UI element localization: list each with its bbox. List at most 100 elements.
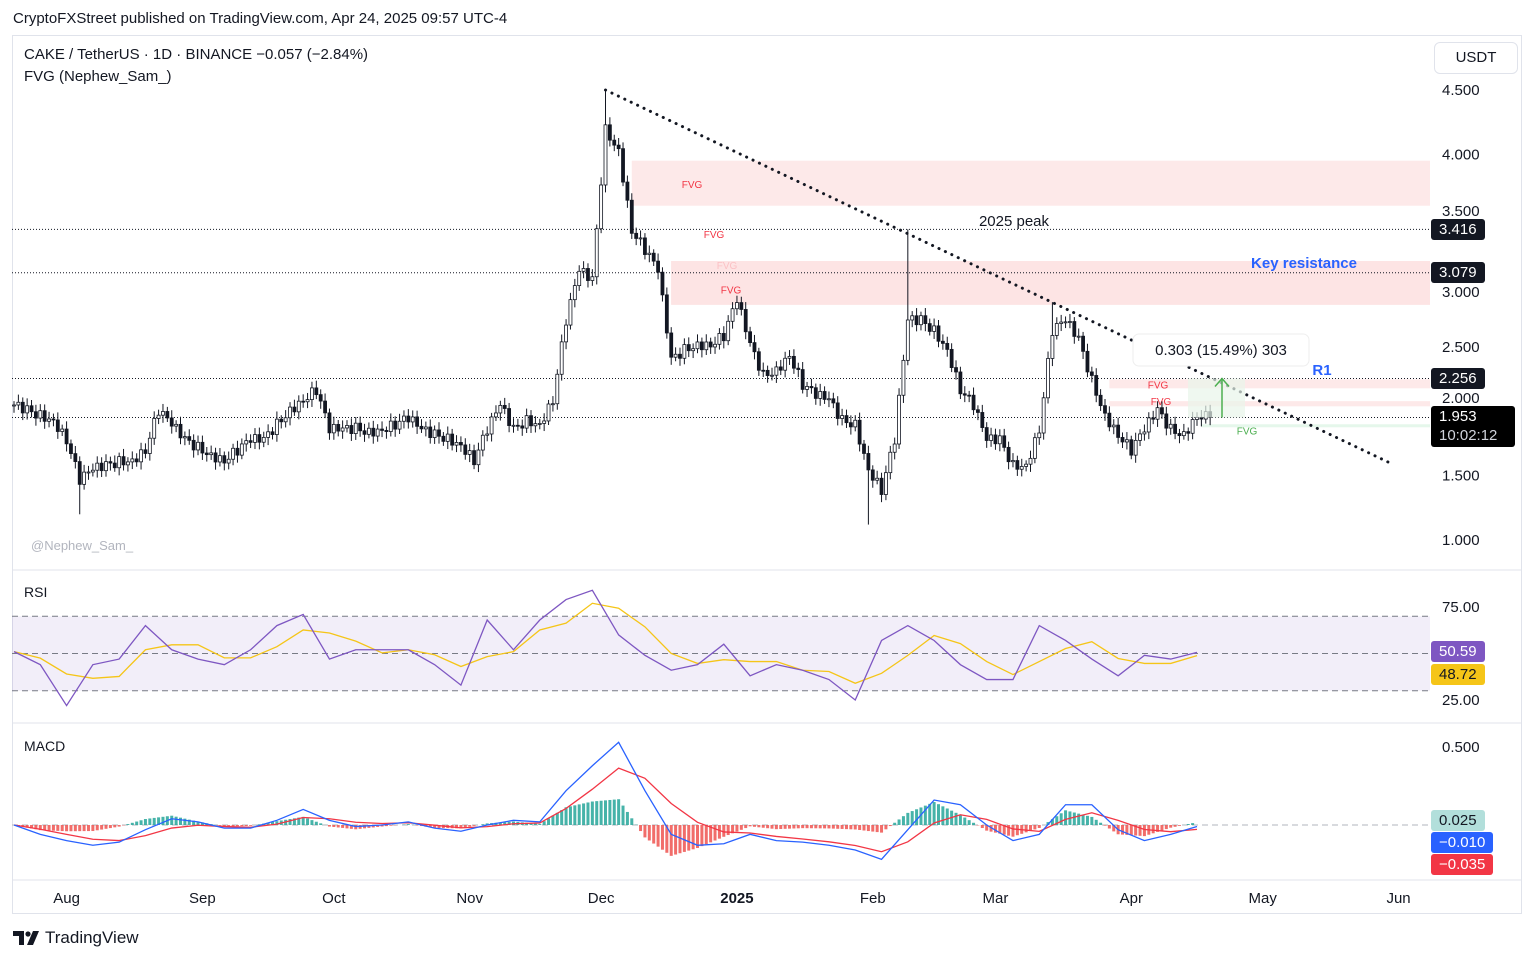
macd-hist-bar xyxy=(1160,825,1164,831)
candle xyxy=(774,366,779,376)
fvg-zone xyxy=(1109,379,1430,389)
macd-hist-bar xyxy=(612,799,616,825)
macd-hist-badge: 0.025 xyxy=(1431,810,1485,831)
macd-hist-bar xyxy=(630,818,634,825)
macd-hist-bar xyxy=(292,818,296,825)
candle xyxy=(905,319,910,361)
candle xyxy=(743,309,748,333)
macd-hist-bar xyxy=(954,812,958,825)
candle xyxy=(884,472,888,495)
macd-hist-bar xyxy=(761,825,765,828)
candle xyxy=(283,417,288,423)
fvg-label: FVG xyxy=(1237,427,1258,438)
candle xyxy=(1103,405,1107,414)
fvg-zone xyxy=(631,160,1430,206)
candle xyxy=(857,419,862,445)
candle xyxy=(524,415,529,429)
candle xyxy=(498,404,503,414)
macd-hist-bar xyxy=(1103,825,1107,826)
macd-hist-bar xyxy=(604,800,607,825)
candle xyxy=(38,410,43,419)
candle xyxy=(1195,416,1199,420)
macd-hist-bar xyxy=(288,819,292,825)
macd-hist-bar xyxy=(91,825,95,832)
price-tick: 4.000 xyxy=(1442,146,1480,163)
macd-hist-bar xyxy=(380,825,384,827)
indicator-legend[interactable]: FVG (Nephew_Sam_) xyxy=(24,68,172,85)
candle xyxy=(156,414,161,419)
candle xyxy=(1002,435,1007,448)
axes: 4.500 4.000 3.500 3.000 2.500 2.000 1.500 1.000… xyxy=(53,82,1479,907)
candle xyxy=(86,471,91,474)
macd-hist-bar xyxy=(126,824,130,825)
macd-hist-bar xyxy=(993,825,997,833)
macd-hist-bar xyxy=(936,804,940,825)
macd-hist-bar xyxy=(468,825,472,827)
candle xyxy=(726,320,731,342)
candle xyxy=(467,450,472,455)
macd-hist-bar xyxy=(143,819,147,825)
candle xyxy=(840,415,844,419)
macd-hist-bar xyxy=(108,825,112,829)
macd-hist-bar xyxy=(568,806,572,825)
candle xyxy=(682,344,687,359)
candle xyxy=(936,325,941,342)
candle xyxy=(1120,437,1125,443)
macd-hist-bar xyxy=(455,825,459,829)
macd-hist-bar xyxy=(371,825,375,828)
candle xyxy=(511,424,516,427)
time-tick: Sep xyxy=(189,890,216,907)
macd-hist-bar xyxy=(266,822,270,825)
macd-hist-bar xyxy=(625,811,629,825)
candle xyxy=(634,232,639,239)
candle xyxy=(274,418,279,435)
macd-hist-bar xyxy=(170,815,174,825)
macd-hist-bar xyxy=(86,825,90,832)
macd-hist-bar xyxy=(696,825,700,848)
macd-hist-bar xyxy=(893,822,897,825)
macd-hist-bar xyxy=(1164,825,1168,830)
candle xyxy=(147,437,152,454)
candle xyxy=(305,399,310,403)
time-tick: Apr xyxy=(1120,890,1143,907)
macd-hist-bar xyxy=(178,817,182,825)
tradingview-logo[interactable]: TradingView xyxy=(13,928,139,948)
candle xyxy=(713,343,717,348)
candle xyxy=(318,394,323,402)
symbol-legend[interactable]: CAKE / TetherUS · 1D · BINANCE −0.057 (−… xyxy=(24,46,369,63)
macd-hist-bar xyxy=(222,825,226,827)
candle xyxy=(415,416,419,427)
candle xyxy=(73,453,78,462)
macd-hist-bar xyxy=(1177,825,1181,826)
macd-hist-bar xyxy=(866,825,870,832)
candle xyxy=(932,325,937,332)
candle xyxy=(358,422,363,432)
macd-hist-bar xyxy=(1129,825,1133,836)
rsi-ma-line xyxy=(13,602,1198,684)
macd-hist-bar xyxy=(919,807,923,825)
candle xyxy=(1098,394,1103,407)
macd-hist-bar xyxy=(980,825,984,829)
macd-hist-bar xyxy=(1015,825,1019,836)
macd-hist-bar xyxy=(1037,825,1041,828)
candle xyxy=(507,408,512,426)
macd-hist-bar xyxy=(100,825,104,830)
candle xyxy=(515,424,520,427)
candle xyxy=(853,419,858,428)
macd-hist-bar xyxy=(564,807,568,825)
candle xyxy=(520,425,525,429)
macd-hist-bar xyxy=(827,825,831,829)
macd-hist-bar xyxy=(503,822,507,825)
candle xyxy=(1068,321,1072,323)
annotation-text: 2025 peak xyxy=(979,213,1050,230)
macd-hist-bar xyxy=(192,820,196,825)
macd-hist-bar xyxy=(244,825,248,826)
candle xyxy=(152,418,157,439)
currency-button[interactable]: USDT xyxy=(1434,42,1518,74)
macd-hist-bar xyxy=(472,825,476,826)
macd-hist-bar xyxy=(507,821,511,825)
macd-hist-bar xyxy=(836,825,840,829)
candle xyxy=(90,469,95,473)
candle xyxy=(244,440,249,445)
